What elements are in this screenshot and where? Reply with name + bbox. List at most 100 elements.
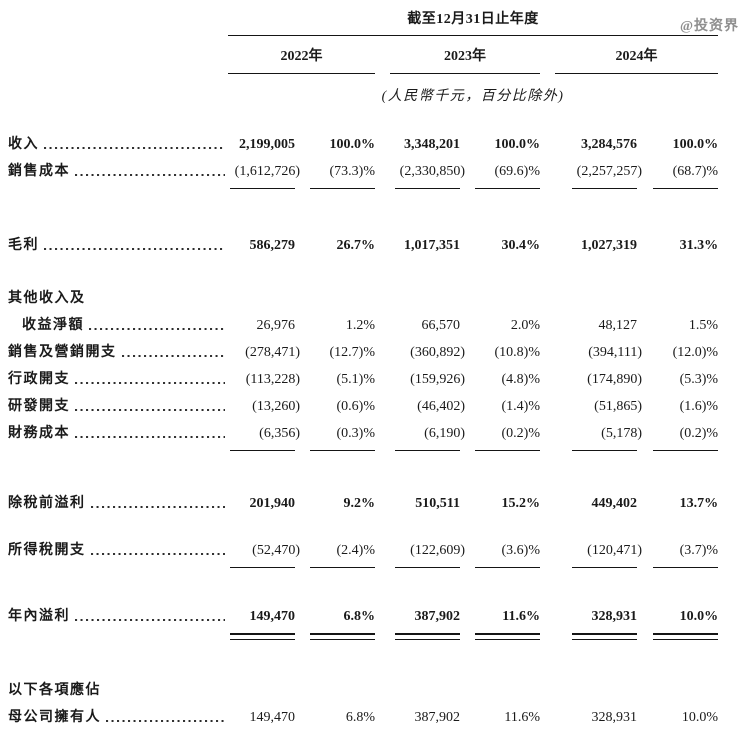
unit-note: (人民幣千元，百分比除外) [381,89,565,104]
percent-cell: (5.1)% [295,366,376,393]
row-label-cell: 以下各項應佔 [8,677,228,704]
value-cell: 387,902 [375,704,461,731]
separator-rule-row [8,630,719,645]
row-label-cell: 收入 [8,131,228,158]
value-cell: (6,356) [228,420,300,447]
cell-text: 11.6% [504,709,540,725]
row-label: 以下各項應佔 [8,682,101,698]
cell-text: (5,178) [601,425,642,441]
cell-text: (6,356) [259,425,300,441]
cell-text: 100.0% [329,136,376,152]
subtotal-rule [653,567,719,568]
percent-cell: (0.3)% [295,420,376,447]
rule-cell [460,564,540,579]
year-header-2024: 2024年 [540,36,719,74]
row-label: 其他收入及 [8,290,86,306]
value-cell: 510,511 [375,490,460,517]
cell-text: (0.3)% [336,425,376,441]
value-cell: (113,228) [228,366,300,393]
rule-cell [375,185,460,200]
value-cell: (5,178) [540,420,642,447]
cell-text: (68.7)% [672,163,719,179]
value-cell: 2,199,005 [228,131,295,158]
percent-cell: (5.3)% [637,366,719,393]
empty-cell [8,74,228,105]
rule-cell [295,185,375,200]
value-cell: (1,612,726) [228,158,300,185]
total-double-rule [395,633,460,640]
subtotal-rule [395,188,460,189]
rule-cell [460,630,540,645]
year-label: 2022年 [228,45,375,74]
cell-text: (3.7)% [679,542,719,558]
year-header-2023: 2023年 [375,36,540,74]
unit-note-row: (人民幣千元，百分比除外) [8,74,718,105]
spacer-row [8,200,718,232]
rule-cell [375,564,460,579]
rule-cell [375,447,460,462]
value-cell: (394,111) [540,339,642,366]
separator-rule-row [8,185,719,200]
percent-cell: 9.2% [295,490,376,517]
cell-text: (5.3)% [679,371,719,387]
rule-cell [540,447,637,462]
year-header-row: 2022年 2023年 2024年 [8,36,719,74]
value-cell: (2,257,257) [540,158,642,185]
table-row: 母公司擁有人 149,470 6.8% 387,902 11.6% 328,931 10.0… [8,704,718,731]
percent-cell: 15.2% [460,490,541,517]
value-cell: (120,471) [540,537,642,564]
row-label-cell: 所得稅開支 [8,537,228,564]
value-cell: (159,926) [375,366,465,393]
table-row: 以下各項應佔 [8,677,718,704]
total-double-rule [310,633,375,640]
cell-text: 48,127 [598,317,638,333]
rule-cell [540,185,637,200]
dot-leader [44,147,225,150]
dot-leader [75,174,225,177]
cell-text: 3,348,201 [404,136,460,152]
cell-text: (69.6)% [494,163,541,179]
year-header-2022: 2022年 [228,36,375,74]
empty-cell [8,630,228,645]
rule-cell [637,564,719,579]
cell-text: 26,976 [256,317,296,333]
value-cell: 201,940 [228,490,296,517]
cell-text: (12.0)% [672,344,719,360]
spacer-row [8,645,718,677]
cell-text: 201,940 [249,495,296,511]
percent-cell: 26.7% [295,232,376,259]
value-cell: (360,892) [375,339,465,366]
subtotal-rule [310,450,375,451]
percent-cell: 100.0% [637,131,719,158]
cell-text: 66,570 [421,317,461,333]
value-cell: (2,330,850) [375,158,465,185]
row-label: 除稅前溢利 [8,495,86,511]
table-row: 其他收入及 [8,285,718,312]
cell-text: 13.7% [679,495,719,511]
row-label: 銷售成本 [8,163,70,179]
cell-text: (394,111) [588,344,642,360]
cell-text: (46,402) [417,398,465,414]
value-cell: 586,279 [228,232,296,259]
row-label: 毛利 [8,237,39,253]
rule-cell [540,564,637,579]
rule-cell [637,185,719,200]
separator-rule-row [8,564,719,579]
cell-text: 586,279 [249,237,296,253]
percent-cell: 11.6% [460,603,540,630]
percent-cell: 13.7% [637,490,719,517]
table-row: 銷售成本 (1,612,726) (73.3)% (2,330,850) (69.6)%… [8,158,718,185]
cell-text: 449,402 [591,495,638,511]
table-row: 收益淨額 26,976 1.2% 66,570 2.0% 48,127 1.5% [8,312,718,339]
value-cell: 66,570 [375,312,461,339]
period-title: 截至12月31日止年度 [228,8,719,36]
row-label: 母公司擁有人 [8,709,101,725]
percent-cell: 10.0% [637,603,719,630]
rule-cell [228,447,295,462]
subtotal-rule [475,188,540,189]
value-cell: (52,470) [228,537,300,564]
rule-cell [295,630,375,645]
rule-cell [228,185,295,200]
value-cell: (13,260) [228,393,300,420]
percent-cell: (4.8)% [460,366,541,393]
